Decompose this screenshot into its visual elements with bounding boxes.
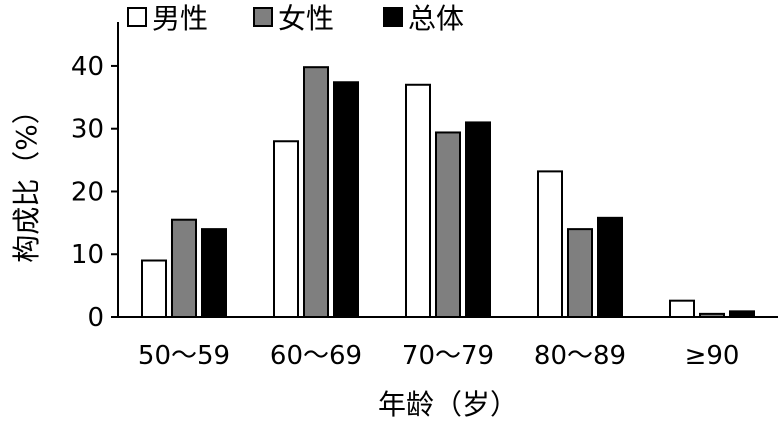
bar [597,216,623,318]
x-tick-label: ≥90 [685,341,740,371]
x-tick-label: 60～69 [270,341,362,371]
bar [201,228,227,318]
x-tick-label: 70～79 [402,341,494,371]
bar [669,299,695,318]
bar [435,131,461,318]
legend-label: 男性 [152,2,208,35]
x-ticks: 50～59 60～69 70～79 80～89 ≥90 [138,341,740,371]
bar [405,83,431,318]
y-tick-label: 40 [71,52,104,82]
x-axis-title: 年龄（岁） [378,388,518,421]
bar [537,170,563,318]
x-tick-label: 50～59 [138,341,230,371]
y-axis-title: 构成比（%） [10,96,43,263]
bar [141,259,167,319]
legend: 男性 女性 总体 [127,2,464,35]
bar [465,121,491,318]
bar [273,140,299,318]
bar [333,81,359,318]
y-ticks: 0 10 20 30 40 [71,52,118,333]
legend-label: 总体 [408,2,464,35]
legend-swatch [127,7,147,27]
axes [117,22,778,318]
legend-swatch [383,7,403,27]
bar [171,218,197,318]
x-tick-label: 80～89 [534,341,626,371]
bar [567,228,593,318]
legend-swatch [253,7,273,27]
bar [303,66,329,319]
y-tick-label: 10 [71,240,104,270]
bars [141,66,755,319]
legend-label: 女性 [278,2,334,35]
y-tick-label: 0 [87,303,104,333]
y-tick-label: 30 [71,115,104,145]
y-tick-label: 20 [71,177,104,207]
